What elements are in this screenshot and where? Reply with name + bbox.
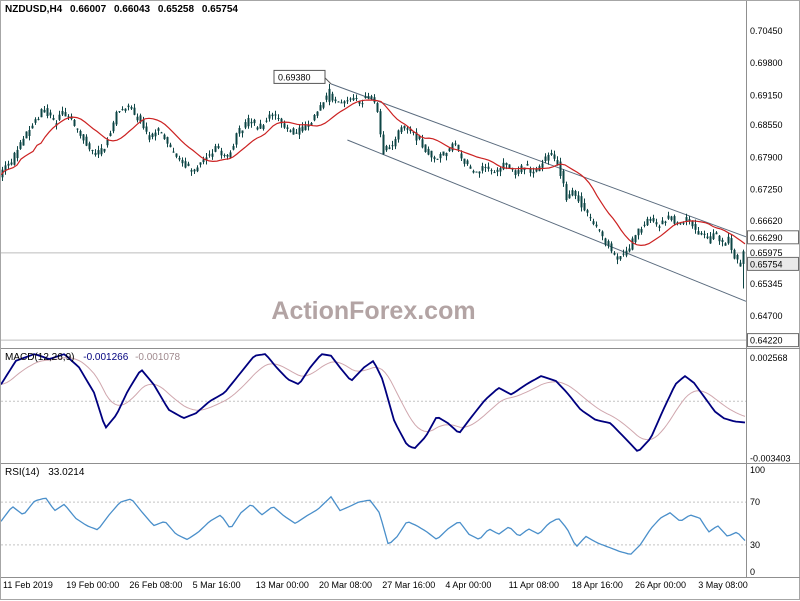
time-axis-label: 11 Feb 2019 — [3, 580, 53, 590]
watermark: ActionForex.com — [271, 297, 476, 325]
rsi-value: 33.0214 — [48, 467, 85, 478]
price-level-label: 0.65754 — [750, 259, 783, 269]
peak-label-text: 0.69380 — [278, 72, 311, 82]
price-axis-label: 0.65975 — [750, 248, 783, 258]
macd-signal-value: -0.001078 — [135, 352, 181, 363]
ohlc-low: 0.65258 — [157, 4, 195, 15]
price-axis-label: 0.67250 — [750, 185, 783, 195]
rsi-axis-label: 70 — [750, 497, 760, 507]
time-axis: 11 Feb 2019 19 Feb 00:00 26 Feb 08:00 5 Mar… — [1, 580, 800, 600]
macd-title: MACD(12,26,9) — [5, 352, 75, 363]
price-level-label: 0.64220 — [750, 336, 783, 346]
ohlc-close: 0.65754 — [201, 4, 238, 15]
price-axis-label: 0.69150 — [750, 90, 783, 100]
macd-signal-line — [1, 357, 746, 441]
time-axis-label: 11 Apr 08:00 — [508, 580, 559, 590]
time-axis-label: 13 Mar 00:00 — [255, 580, 309, 590]
ohlc-high: 0.66043 — [113, 4, 151, 15]
price-axis-label: 0.68550 — [750, 120, 783, 130]
macd-header: MACD(12,26,9) -0.001266 -0.001078 — [5, 352, 180, 363]
time-axis-label: 27 Mar 16:00 — [382, 580, 436, 590]
time-axis-label: 20 Mar 08:00 — [319, 580, 373, 590]
time-axis-label: 26 Feb 08:00 — [129, 580, 183, 590]
price-level-box — [747, 230, 799, 245]
main-chart-header: NZDUSD,H4 0.66007 0.66043 0.65258 0.6575… — [5, 4, 243, 15]
moving-average-line — [1, 99, 746, 247]
price-level-box — [747, 256, 799, 271]
trend-channel-line — [330, 83, 747, 238]
trend-channel-line — [347, 139, 747, 302]
price-level-box — [747, 333, 799, 348]
time-axis-label: 5 Mar 16:00 — [192, 580, 241, 590]
macd-main-value: -0.001266 — [83, 352, 129, 363]
price-axis-label: 0.69800 — [750, 58, 783, 68]
macd-axis-label: -0.003403 — [750, 454, 791, 464]
macd-main-line — [1, 353, 746, 452]
time-axis-label: 4 Apr 00:00 — [445, 580, 492, 590]
peak-label-box — [273, 69, 326, 84]
rsi-axis-label: 30 — [750, 540, 760, 550]
rsi-axis-label: 100 — [750, 465, 765, 475]
time-axis-label: 19 Feb 00:00 — [66, 580, 120, 590]
peak-label-pointer — [324, 77, 332, 85]
macd-axis-label: 0.002568 — [750, 353, 788, 363]
rsi-header: RSI(14) 33.0214 — [5, 467, 84, 478]
candlesticks — [1, 83, 745, 289]
price-axis-label: 0.65345 — [750, 279, 783, 289]
time-axis-label: 26 Apr 00:00 — [635, 580, 687, 590]
price-axis-label: 0.66620 — [750, 216, 783, 226]
time-axis-label: 3 May 08:00 — [698, 580, 748, 590]
price-level-label: 0.66290 — [750, 233, 783, 243]
price-axis-label: 0.67900 — [750, 152, 783, 162]
rsi-line — [1, 495, 746, 555]
rsi-axis-label: 0 — [750, 567, 755, 577]
price-axis-label: 0.70450 — [750, 26, 783, 36]
symbol-timeframe-label: NZDUSD,H4 — [5, 4, 63, 15]
ohlc-open: 0.66007 — [70, 4, 107, 15]
rsi-title: RSI(14) — [5, 467, 40, 478]
time-axis-label: 18 Apr 16:00 — [571, 580, 623, 590]
price-axis-label: 0.64700 — [750, 311, 783, 321]
